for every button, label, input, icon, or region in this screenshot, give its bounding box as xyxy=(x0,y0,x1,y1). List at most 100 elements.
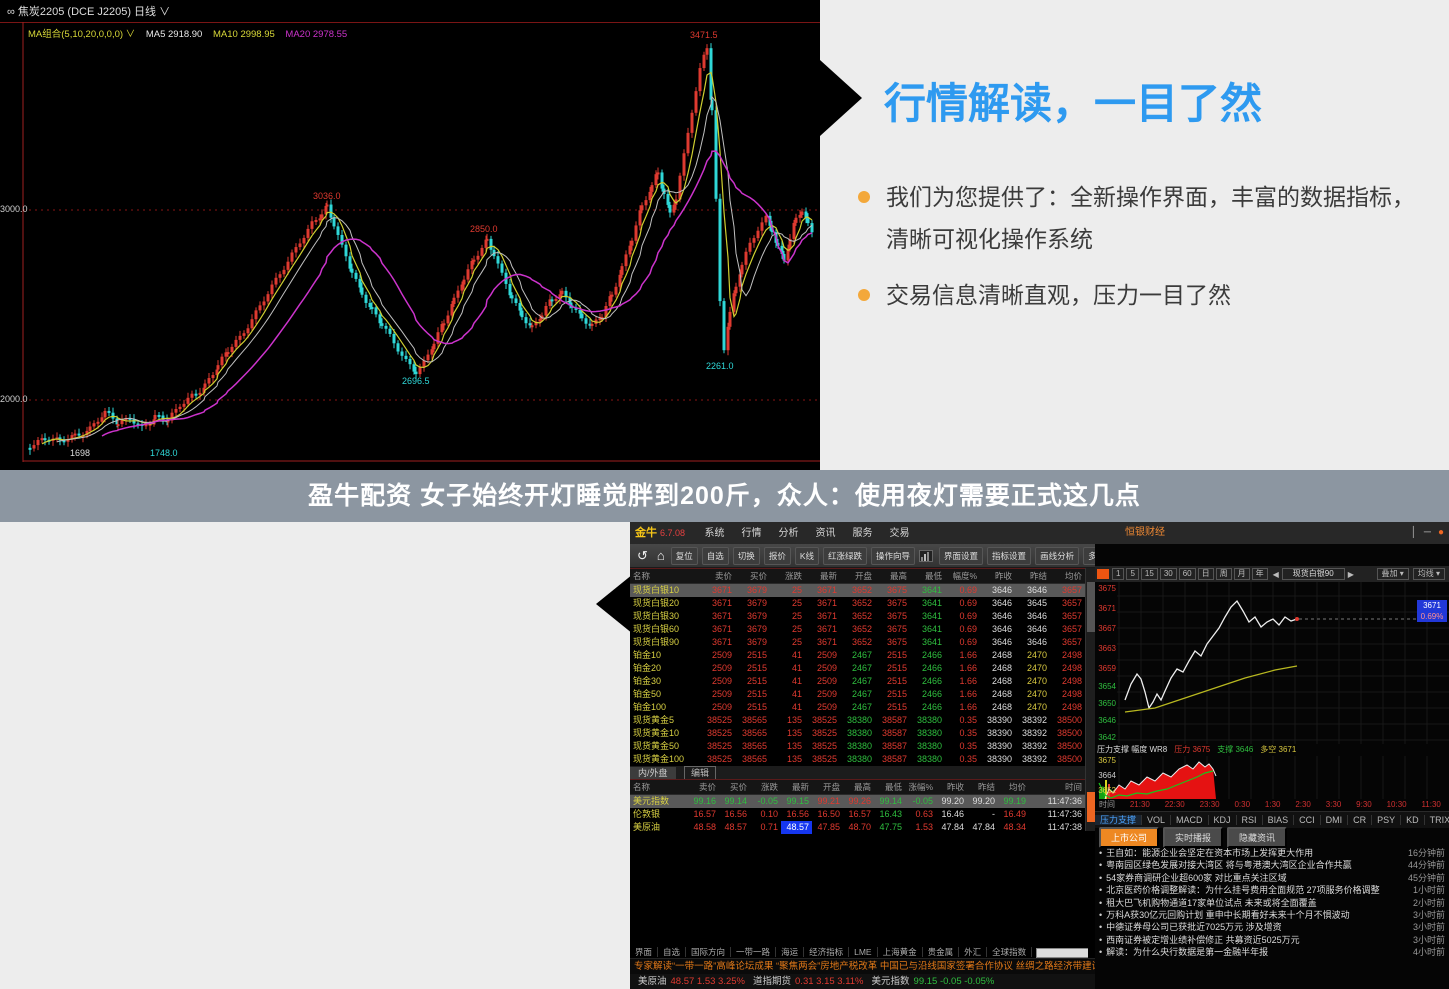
column-header[interactable]: 昨结 xyxy=(977,782,995,792)
indicator-tab[interactable]: PSY xyxy=(1372,815,1402,825)
window-button[interactable]: ● xyxy=(1437,527,1444,538)
search-box[interactable] xyxy=(1036,947,1088,958)
news-filter-button[interactable]: 隐藏资讯 xyxy=(1227,826,1288,848)
footer-tab[interactable]: 贵金属 xyxy=(922,947,960,957)
chart-menu-button[interactable]: 叠加 ▾ xyxy=(1376,568,1409,580)
indicator-tab[interactable]: KDJ xyxy=(1208,815,1237,825)
column-header[interactable]: 均价 xyxy=(1008,782,1026,792)
indicator-tab[interactable]: KD xyxy=(1401,815,1425,825)
column-header[interactable]: 最新 xyxy=(819,571,837,581)
home-icon[interactable]: ⌂ xyxy=(656,548,665,563)
column-header[interactable]: 涨跌 xyxy=(784,571,802,581)
news-item[interactable]: • 北京医药价格调整解读：为什么挂号费用全面规范 27项服务价格调整 1小时前 xyxy=(1095,884,1449,896)
menu-item[interactable]: 交易 xyxy=(889,528,910,539)
footer-tab[interactable]: 界面 xyxy=(630,947,659,957)
timeframe-button[interactable]: 1 xyxy=(1112,568,1125,580)
timeframe-button[interactable]: 5 xyxy=(1126,568,1139,580)
column-header[interactable]: 卖价 xyxy=(698,782,716,792)
footer-tab[interactable]: 全球指数 xyxy=(987,947,1033,957)
toolbar-button[interactable]: K线 xyxy=(794,546,819,565)
menu-item[interactable]: 系统 xyxy=(704,528,725,539)
indicator-tab[interactable]: MACD xyxy=(1171,815,1209,825)
indicator-tab[interactable]: RSI xyxy=(1236,815,1263,825)
table-row[interactable]: 现货白银90 3671 3679 25 3671 3652 3675 3641 0.69 3646… xyxy=(630,636,1085,649)
column-header[interactable]: 最高 xyxy=(853,782,871,792)
column-header[interactable]: 涨跌 xyxy=(760,782,778,792)
news-filter-button[interactable]: 上市公司 xyxy=(1099,826,1160,848)
news-item[interactable]: • 中德证券母公司已获批近7025万元 涉及增资 3小时前 xyxy=(1095,921,1449,933)
chart-icon[interactable] xyxy=(919,549,934,562)
table-row[interactable]: 美原油 48.58 48.57 0.71 48.57 47.85 48.70 47.75 1.5… xyxy=(630,821,1085,834)
news-item[interactable]: • 粤南园区绿色发展对接大湾区 将与粤港澳大湾区企业合作共赢 44分钟前 xyxy=(1095,859,1449,871)
timeframe-button[interactable]: 年 xyxy=(1251,568,1268,580)
news-item[interactable]: • 租大巴飞机购物通道17家单位试点 未来或将全面覆盖 2小时前 xyxy=(1095,897,1449,909)
scrollbar-thumb[interactable] xyxy=(1087,582,1095,632)
indicator-tab[interactable]: DMI xyxy=(1320,815,1349,825)
toolbar-button[interactable]: 自选 xyxy=(701,546,729,565)
timeframe-button[interactable]: 周 xyxy=(1215,568,1232,580)
footer-tab[interactable]: 海运 xyxy=(776,947,805,957)
table-row[interactable]: 现货白银10 3671 3679 25 3671 3652 3675 3641 0.69 3646… xyxy=(630,584,1085,597)
footer-tab[interactable]: 自选 xyxy=(658,947,687,957)
table-row[interactable]: 现货白银60 3671 3679 25 3671 3652 3675 3641 0.69 3646… xyxy=(630,623,1085,636)
menu-item[interactable]: 行情 xyxy=(741,528,762,539)
table-row[interactable]: 美元指数 99.16 99.14 -0.05 99.15 99.21 99.26 99.14-… xyxy=(630,795,1085,808)
footer-tab[interactable]: 外汇 xyxy=(959,947,988,957)
column-header[interactable]: 幅度% xyxy=(952,571,977,581)
menu-item[interactable]: 资讯 xyxy=(815,528,836,539)
window-button[interactable]: ─ xyxy=(1423,527,1431,538)
timeframe-button[interactable]: 15 xyxy=(1140,568,1158,580)
table-row[interactable]: 现货黄金5 38525 38565 135 38525 38380 38587 38380 0.… xyxy=(630,714,1085,727)
period-icon[interactable] xyxy=(1097,569,1109,579)
table-row[interactable]: 现货白银20 3671 3679 25 3671 3652 3675 3641 0.69 3646… xyxy=(630,597,1085,610)
column-header[interactable]: 卖价 xyxy=(714,571,732,581)
news-filter-button[interactable]: 实时播报 xyxy=(1163,826,1224,848)
footer-tab[interactable]: LME xyxy=(849,947,878,957)
table-row[interactable]: 铂金50 2509 2515 41 2509 2467 2515 2466 1.66 2468 24… xyxy=(630,688,1085,701)
contract-selector[interactable]: 现货白银90 xyxy=(1281,568,1345,580)
column-header[interactable]: 最低 xyxy=(884,782,902,792)
column-header[interactable]: 昨结 xyxy=(1029,571,1047,581)
indicator-tab[interactable]: TRIX xyxy=(1424,815,1449,825)
toolbar-button[interactable]: 红涨绿跌 xyxy=(823,546,868,565)
toolbar-button[interactable]: 界面设置 xyxy=(939,546,984,565)
indicator-tab[interactable]: CR xyxy=(1348,815,1373,825)
footer-tab[interactable]: 上海黄金 xyxy=(877,947,923,957)
column-header[interactable]: 开盘 xyxy=(822,782,840,792)
table-row[interactable]: 现货黄金10 38525 38565 135 38525 38380 38587 38380 0… xyxy=(630,727,1085,740)
toolbar-button[interactable]: 指标设置 xyxy=(987,546,1032,565)
column-header[interactable]: 最新 xyxy=(791,782,809,792)
timeframe-button[interactable]: 30 xyxy=(1159,568,1177,580)
tab-inner-outer-market[interactable]: 内/外盘 xyxy=(630,767,676,780)
table-row[interactable]: 现货黄金50 38525 38565 135 38525 38380 38587 38380 0… xyxy=(630,740,1085,753)
toolbar-button[interactable]: 画线分析 xyxy=(1035,546,1080,565)
menu-item[interactable]: 分析 xyxy=(778,528,799,539)
toolbar-button[interactable]: 复位 xyxy=(670,546,698,565)
table-row[interactable]: 铂金100 2509 2515 41 2509 2467 2515 2466 1.66 2468 2… xyxy=(630,701,1085,714)
column-header[interactable]: 均价 xyxy=(1064,571,1082,581)
toolbar-button[interactable]: 报价 xyxy=(763,546,791,565)
footer-tab[interactable]: 国际方向 xyxy=(686,947,732,957)
indicator-tab[interactable]: 压力支撑 xyxy=(1095,815,1143,825)
column-header[interactable]: 名称 xyxy=(633,782,651,792)
column-header[interactable]: 最高 xyxy=(889,571,907,581)
news-item[interactable]: • 万科A获30亿元回购计划 重申中长期看好未来十个月不惧波动 3小时前 xyxy=(1095,909,1449,921)
timeframe-button[interactable]: 日 xyxy=(1197,568,1214,580)
table-row[interactable]: 铂金30 2509 2515 41 2509 2467 2515 2466 1.66 2468 24… xyxy=(630,675,1085,688)
back-icon[interactable]: ↺ xyxy=(637,547,648,563)
footer-tab[interactable]: 一带一路 xyxy=(731,947,777,957)
column-header[interactable]: 最低 xyxy=(924,571,942,581)
news-item[interactable]: • 西南证券被定增业绩补偿修正 共募资近5025万元 3小时前 xyxy=(1095,934,1449,946)
table-scrollbar[interactable] xyxy=(1085,568,1096,831)
table-row[interactable]: 铂金10 2509 2515 41 2509 2467 2515 2466 1.66 2468 24… xyxy=(630,649,1085,662)
chart-menu-button[interactable]: 均线 ▾ xyxy=(1412,568,1445,580)
chart-symbol-title[interactable]: ∞ 焦炭2205 (DCE J2205) 日线 ∨ xyxy=(7,6,171,18)
news-item[interactable]: • 54家券商调研企业超600家 对比重点关注区域 45分钟前 xyxy=(1095,872,1449,884)
table-row[interactable]: 现货白银30 3671 3679 25 3671 3652 3675 3641 0.69 3646… xyxy=(630,610,1085,623)
indicator-tab[interactable]: VOL xyxy=(1142,815,1172,825)
table-row[interactable]: 现货黄金100 38525 38565 135 38525 38380 38587 38380… xyxy=(630,753,1085,766)
news-item[interactable]: • 王自如：能源企业会坚定在资本市场上发挥更大作用 16分钟前 xyxy=(1095,847,1449,859)
column-header[interactable]: 时间 xyxy=(1064,782,1082,792)
column-header[interactable]: 买价 xyxy=(729,782,747,792)
window-button[interactable]: │ xyxy=(1410,527,1417,538)
